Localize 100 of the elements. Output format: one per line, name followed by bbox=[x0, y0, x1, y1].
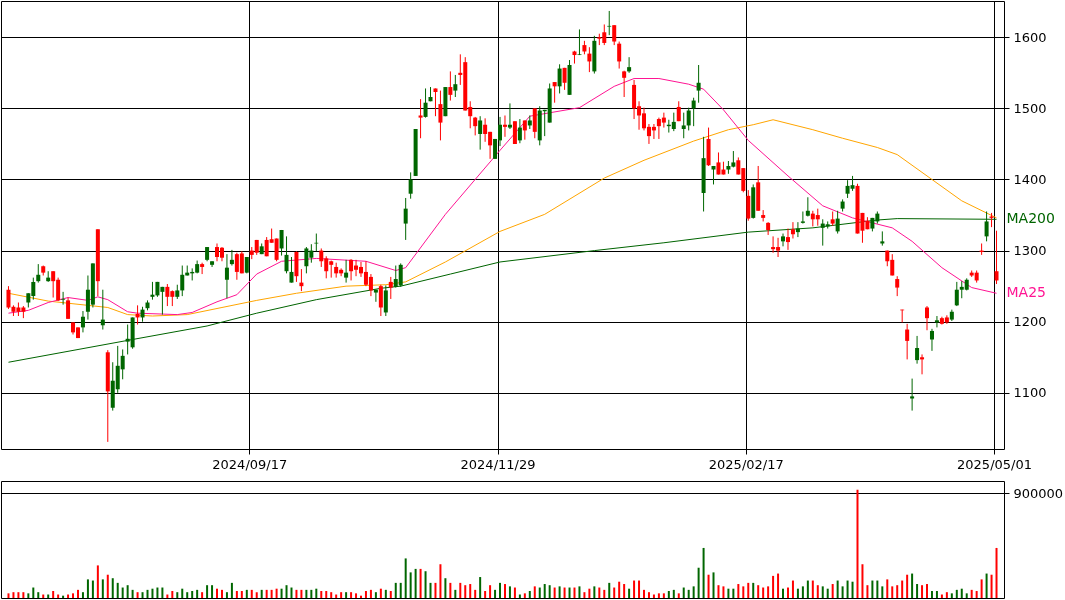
y-tick-label: 1600 bbox=[1013, 29, 1047, 45]
bar bbox=[801, 586, 804, 598]
bar bbox=[106, 574, 109, 598]
bar bbox=[563, 587, 566, 598]
bar bbox=[821, 586, 824, 598]
bar bbox=[399, 582, 402, 598]
bar bbox=[116, 582, 119, 598]
bar bbox=[503, 584, 506, 598]
bar bbox=[677, 593, 680, 598]
bar bbox=[826, 588, 829, 598]
bar bbox=[538, 587, 541, 598]
bar bbox=[489, 585, 492, 598]
bar bbox=[320, 591, 323, 598]
bar bbox=[831, 584, 834, 598]
series-label: MA200 bbox=[1006, 210, 1055, 227]
candlestick bbox=[532, 107, 537, 139]
bar bbox=[449, 582, 452, 598]
bar bbox=[409, 572, 412, 598]
candlestick bbox=[587, 46, 592, 73]
bar bbox=[926, 584, 929, 598]
bar bbox=[916, 584, 919, 598]
bar bbox=[935, 591, 938, 598]
bar bbox=[965, 593, 968, 598]
bar bbox=[484, 591, 487, 598]
bar bbox=[186, 592, 189, 598]
candlestick bbox=[473, 116, 478, 136]
bar bbox=[672, 589, 675, 598]
bar bbox=[657, 593, 660, 598]
candlestick bbox=[915, 335, 920, 365]
bar bbox=[12, 592, 15, 598]
bar bbox=[836, 580, 839, 598]
bar bbox=[796, 588, 799, 598]
candlestick bbox=[289, 256, 294, 284]
candlestick bbox=[691, 97, 696, 127]
bar bbox=[464, 585, 467, 598]
bar bbox=[667, 591, 670, 598]
y-tick-label: 1400 bbox=[1013, 171, 1047, 187]
bar bbox=[91, 580, 94, 598]
bar bbox=[101, 579, 104, 598]
bar bbox=[220, 589, 223, 598]
bar bbox=[37, 592, 40, 598]
candlestick bbox=[612, 24, 617, 46]
bar bbox=[960, 588, 963, 598]
bar bbox=[121, 587, 124, 598]
candlestick bbox=[785, 228, 790, 251]
bar bbox=[96, 565, 99, 598]
line-series bbox=[7, 119, 998, 317]
candlestick bbox=[398, 262, 403, 288]
bar bbox=[300, 589, 303, 598]
bar bbox=[777, 573, 780, 598]
bar bbox=[469, 584, 472, 598]
bar bbox=[553, 587, 556, 598]
candlestick bbox=[408, 171, 413, 200]
bar bbox=[225, 592, 228, 598]
candlestick bbox=[552, 81, 557, 104]
bar bbox=[851, 581, 854, 598]
bar bbox=[786, 587, 789, 598]
candlestick bbox=[800, 210, 805, 225]
candlestick bbox=[781, 233, 786, 247]
bar bbox=[151, 588, 154, 598]
bar bbox=[17, 592, 20, 598]
bar bbox=[687, 589, 690, 598]
x-tick-label: 2025/05/01 bbox=[957, 456, 1032, 472]
bar bbox=[196, 589, 199, 598]
bar bbox=[131, 589, 134, 598]
bar bbox=[424, 571, 427, 598]
bar bbox=[474, 589, 477, 598]
bar bbox=[608, 582, 611, 598]
bar bbox=[603, 589, 606, 598]
bar bbox=[950, 593, 953, 598]
candlestick bbox=[388, 276, 393, 300]
bar bbox=[230, 582, 233, 598]
bar bbox=[901, 580, 904, 598]
bar bbox=[325, 591, 328, 598]
bar bbox=[146, 589, 149, 598]
bar bbox=[285, 585, 288, 598]
bar bbox=[494, 589, 497, 598]
y-tick-label: 1200 bbox=[1013, 314, 1047, 330]
candlestick bbox=[929, 328, 934, 352]
y-tick-label: 1500 bbox=[1013, 100, 1047, 116]
candlestick bbox=[36, 263, 41, 284]
bar bbox=[161, 587, 164, 598]
candlestick bbox=[607, 10, 612, 36]
candlestick bbox=[716, 151, 721, 176]
bar bbox=[891, 586, 894, 598]
bar bbox=[995, 547, 998, 598]
x-tick-label: 2025/02/17 bbox=[708, 456, 784, 472]
bar bbox=[896, 585, 899, 598]
bar bbox=[697, 567, 700, 598]
candlestick bbox=[224, 253, 229, 299]
bar bbox=[513, 587, 516, 598]
bar bbox=[702, 547, 705, 598]
bar bbox=[419, 568, 422, 598]
bar bbox=[841, 586, 844, 598]
bar bbox=[921, 585, 924, 598]
bar bbox=[315, 588, 318, 598]
bar bbox=[861, 564, 864, 598]
bar bbox=[290, 587, 293, 598]
bar bbox=[638, 580, 641, 598]
bar bbox=[811, 580, 814, 598]
